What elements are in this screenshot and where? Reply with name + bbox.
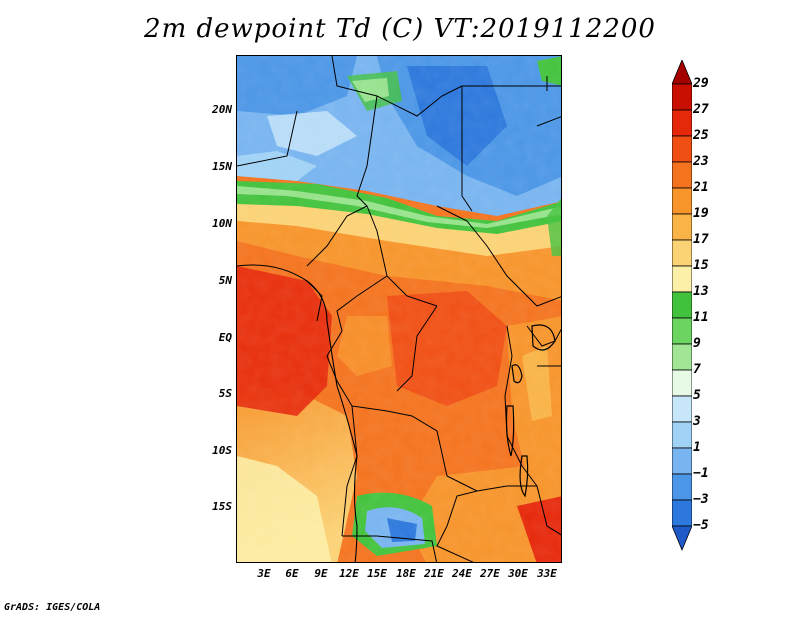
colorbar-label: −1 — [693, 466, 709, 481]
colorbar-box — [672, 239, 692, 267]
lon-label: 30E — [508, 567, 528, 580]
lon-label: 3E — [257, 567, 271, 580]
lat-label: 10N — [212, 217, 232, 230]
colorbar-box — [672, 369, 692, 397]
colorbar-label: 21 — [693, 180, 709, 195]
colorbar-arrow-top — [672, 60, 692, 85]
colorbar-box — [672, 343, 692, 371]
colorbar-box — [672, 109, 692, 137]
colorbar-label: −3 — [693, 492, 709, 507]
colorbar-label: −5 — [693, 518, 709, 533]
colorbar-label: 27 — [693, 102, 709, 117]
lon-label: 6E — [285, 567, 299, 580]
lat-label: 5S — [218, 387, 232, 400]
lake-outlines — [505, 324, 556, 498]
colorbar-label: 3 — [693, 414, 701, 429]
colorbar-box — [672, 187, 692, 215]
lon-label: 12E — [339, 567, 359, 580]
lat-label: 20N — [212, 103, 232, 116]
colorbar-label: 17 — [693, 232, 709, 247]
grads-credit: GrADS: IGES/COLA — [4, 602, 101, 613]
colorbar-box — [672, 473, 692, 501]
colorbar-box — [672, 291, 692, 319]
colorbar-box — [672, 265, 692, 293]
colorbar-box — [672, 83, 692, 111]
lon-label: 9E — [314, 567, 328, 580]
colorbar-label: 5 — [693, 388, 701, 403]
chart-title: 2m dewpoint Td (C) VT:2019112200 — [144, 14, 656, 44]
colorbar-label: 7 — [693, 362, 701, 377]
colorbar-box — [672, 161, 692, 189]
lat-label: 10S — [212, 444, 232, 457]
colorbar-label: 11 — [693, 310, 709, 325]
dewpoint-map — [236, 55, 562, 563]
colorbar-label: 9 — [693, 336, 701, 351]
colorbar-arrow-bottom — [672, 525, 692, 552]
colorbar-label: 29 — [693, 76, 709, 91]
colorbar-box — [672, 135, 692, 163]
lon-label: 33E — [537, 567, 557, 580]
colorbar — [672, 60, 692, 552]
lat-label: 15N — [212, 160, 232, 173]
colorbar-box — [672, 395, 692, 423]
lat-label: EQ — [218, 331, 232, 344]
country-borders — [237, 56, 561, 562]
colorbar-label: 25 — [693, 128, 709, 143]
colorbar-box — [672, 213, 692, 241]
colorbar-label: 13 — [693, 284, 709, 299]
colorbar-label: 19 — [693, 206, 709, 221]
lon-label: 27E — [480, 567, 500, 580]
colorbar-label: 15 — [693, 258, 709, 273]
lon-label: 18E — [396, 567, 416, 580]
lat-label: 15S — [212, 500, 232, 513]
lon-label: 24E — [452, 567, 472, 580]
lon-label: 15E — [367, 567, 387, 580]
lon-label: 21E — [424, 567, 444, 580]
colorbar-box — [672, 421, 692, 449]
coastline — [237, 264, 358, 562]
colorbar-label: 23 — [693, 154, 709, 169]
colorbar-box — [672, 499, 692, 527]
lat-label: 5N — [218, 274, 232, 287]
colorbar-box — [672, 447, 692, 475]
colorbar-label: 1 — [693, 440, 701, 455]
colorbar-box — [672, 317, 692, 345]
